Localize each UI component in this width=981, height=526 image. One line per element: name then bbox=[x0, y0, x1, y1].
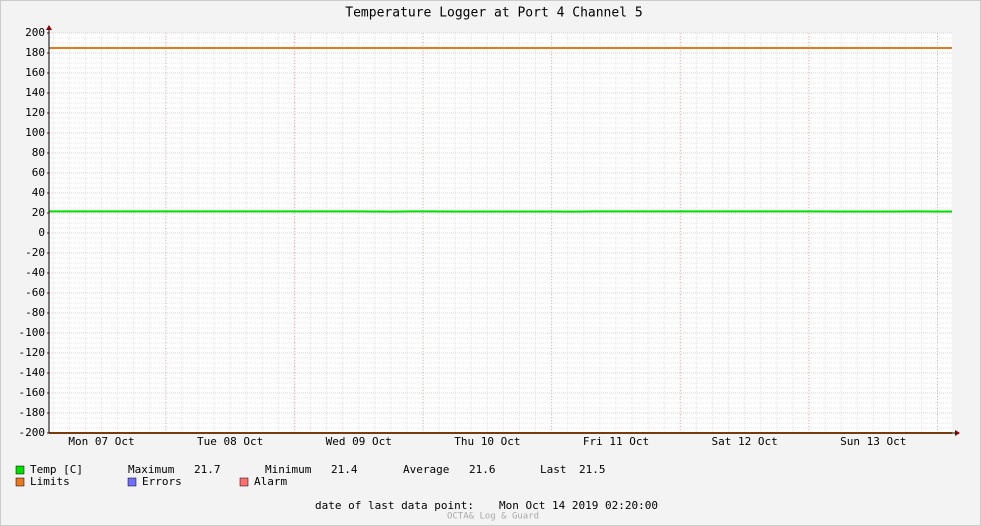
y-tick-label: -100 bbox=[19, 326, 46, 339]
x-tick-label: Fri 11 Oct bbox=[583, 435, 649, 448]
legend-label: Limits bbox=[30, 475, 70, 488]
legend-swatch bbox=[239, 477, 249, 487]
legend-label: Temp [C] bbox=[30, 463, 83, 476]
y-tick-label: 60 bbox=[32, 166, 45, 179]
y-tick-label: 40 bbox=[32, 186, 45, 199]
x-tick-label: Tue 08 Oct bbox=[197, 435, 263, 448]
legend-label: Alarm bbox=[254, 475, 287, 488]
x-tick-label: Thu 10 Oct bbox=[454, 435, 520, 448]
y-tick-label: 20 bbox=[32, 206, 45, 219]
watermark: OCTA& Log & Guard bbox=[447, 512, 539, 522]
stat-label: Last bbox=[540, 463, 567, 476]
y-tick-label: -180 bbox=[19, 406, 46, 419]
x-arrow bbox=[955, 430, 960, 436]
chart-title: Temperature Logger at Port 4 Channel 5 bbox=[345, 6, 642, 21]
x-tick-label: Sat 12 Oct bbox=[711, 435, 777, 448]
y-tick-label: 0 bbox=[38, 226, 45, 239]
y-tick-label: -160 bbox=[19, 386, 46, 399]
plot-area bbox=[49, 33, 952, 433]
y-tick-label: 140 bbox=[25, 86, 45, 99]
labels: -200-180-160-140-120-100-80-60-40-200204… bbox=[19, 26, 907, 448]
y-arrow bbox=[46, 25, 52, 30]
stat-value: 21.4 bbox=[331, 463, 358, 476]
y-tick-label: -60 bbox=[25, 286, 45, 299]
y-tick-label: 180 bbox=[25, 46, 45, 59]
stat-value: 21.7 bbox=[194, 463, 221, 476]
legend-label: Errors bbox=[142, 475, 182, 488]
stat-value: 21.6 bbox=[469, 463, 496, 476]
legend: Temp [C] Maximum 21.7 Minimum 21.4 Average 21.… bbox=[15, 463, 606, 488]
stat-label: Maximum bbox=[128, 463, 175, 476]
stat-label: Average bbox=[403, 463, 449, 476]
y-tick-label: 200 bbox=[25, 26, 45, 39]
stat-label: Minimum bbox=[265, 463, 312, 476]
stat-value: 21.5 bbox=[579, 463, 606, 476]
y-tick-label: -40 bbox=[25, 266, 45, 279]
legend-swatch bbox=[15, 465, 25, 475]
footer-label: date of last data point: bbox=[315, 499, 474, 512]
y-tick-label: -20 bbox=[25, 246, 45, 259]
grid bbox=[47, 32, 952, 434]
y-tick-label: -200 bbox=[19, 426, 46, 439]
y-tick-label: -80 bbox=[25, 306, 45, 319]
legend-swatch bbox=[15, 477, 25, 487]
y-tick-label: 160 bbox=[25, 66, 45, 79]
x-tick-label: Mon 07 Oct bbox=[68, 435, 134, 448]
legend-swatch bbox=[127, 477, 137, 487]
y-tick-label: 120 bbox=[25, 106, 45, 119]
y-tick-label: -140 bbox=[19, 366, 46, 379]
x-tick-label: Sun 13 Oct bbox=[840, 435, 906, 448]
y-tick-label: 80 bbox=[32, 146, 45, 159]
y-tick-label: -120 bbox=[19, 346, 46, 359]
footer-value: Mon Oct 14 2019 02:20:00 bbox=[499, 499, 658, 512]
y-tick-label: 100 bbox=[25, 126, 45, 139]
x-tick-label: Wed 09 Oct bbox=[326, 435, 392, 448]
